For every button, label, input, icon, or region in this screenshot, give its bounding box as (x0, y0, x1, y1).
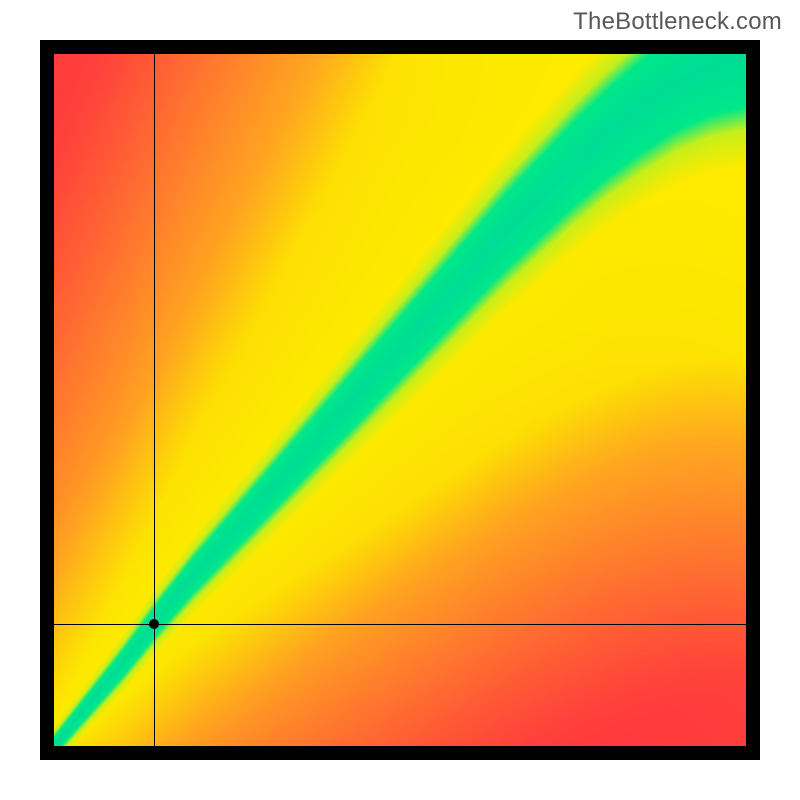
chart-container: TheBottleneck.com (0, 0, 800, 800)
chart-frame (40, 40, 760, 760)
crosshair-vertical (154, 54, 155, 746)
watermark-text: TheBottleneck.com (573, 8, 782, 36)
crosshair-marker (149, 619, 159, 629)
bottleneck-heatmap (54, 54, 746, 746)
